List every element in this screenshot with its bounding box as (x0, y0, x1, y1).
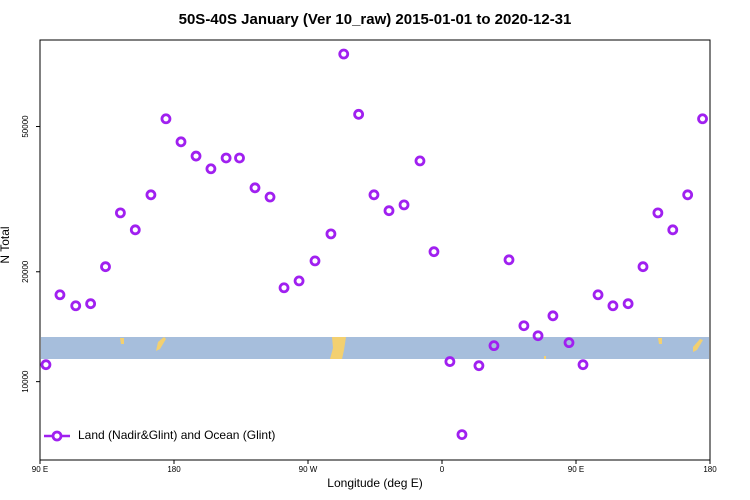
x-tick-label: 180 (703, 465, 717, 474)
plot-frame (39, 39, 711, 461)
point (398, 199, 410, 211)
point (40, 359, 52, 371)
x-tick-label: 180 (167, 465, 181, 474)
point (234, 152, 245, 164)
y-tick-label: 20000 (21, 260, 30, 283)
chart-title: 50S-40S January (Ver 10_raw) 2015-01-01 … (179, 11, 572, 28)
point (190, 150, 202, 162)
point (160, 113, 172, 125)
map-strip (41, 337, 709, 359)
point (652, 207, 664, 219)
point (607, 300, 619, 312)
point (353, 108, 365, 120)
y-tick-label: 50000 (21, 115, 30, 138)
point (220, 152, 232, 164)
point (129, 224, 141, 236)
x-tick-label: 90 W (299, 465, 318, 474)
x-axis-label: Longitude (deg E) (327, 476, 422, 490)
point (145, 189, 157, 201)
point (414, 155, 426, 167)
point (309, 255, 321, 267)
point (325, 228, 337, 240)
point (278, 282, 290, 294)
point (85, 298, 97, 310)
point (488, 340, 500, 352)
point (383, 205, 395, 217)
legend-label: Land (Nadir&Glint) and Ocean (Glint) (78, 428, 275, 442)
point (175, 136, 187, 148)
point (338, 48, 350, 60)
point (100, 261, 111, 273)
point (592, 289, 604, 301)
point (293, 275, 305, 287)
point (70, 300, 82, 312)
x-tick-label: 0 (440, 465, 445, 474)
point (205, 163, 217, 175)
point (682, 189, 694, 201)
point (473, 360, 485, 372)
point (547, 310, 559, 322)
point (503, 254, 515, 266)
point (264, 191, 276, 203)
point (249, 182, 261, 194)
point (54, 289, 66, 301)
point (456, 429, 468, 441)
point (368, 189, 380, 201)
x-tick-label: 90 E (32, 465, 48, 474)
point (518, 320, 530, 332)
y-axis-label: N Total (0, 226, 12, 263)
point (563, 337, 575, 349)
point (444, 356, 456, 367)
x-tick-label: 90 E (568, 465, 584, 474)
point (577, 359, 589, 371)
point (637, 261, 649, 273)
point (115, 207, 126, 219)
point (622, 298, 634, 310)
point (697, 113, 708, 125)
legend-marker (51, 430, 63, 442)
point (667, 224, 679, 236)
point (428, 246, 440, 258)
y-tick-label: 10000 (21, 370, 30, 393)
point (532, 330, 544, 342)
